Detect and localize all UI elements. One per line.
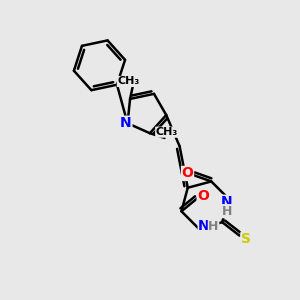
Text: S: S (241, 232, 251, 246)
Text: H: H (208, 220, 219, 233)
Text: O: O (182, 167, 194, 180)
Text: N: N (221, 195, 233, 209)
Text: N: N (198, 219, 210, 233)
Text: H: H (222, 205, 232, 218)
Text: O: O (197, 189, 209, 203)
Text: CH₃: CH₃ (117, 76, 140, 86)
Text: N: N (120, 116, 132, 130)
Text: CH₃: CH₃ (156, 127, 178, 137)
